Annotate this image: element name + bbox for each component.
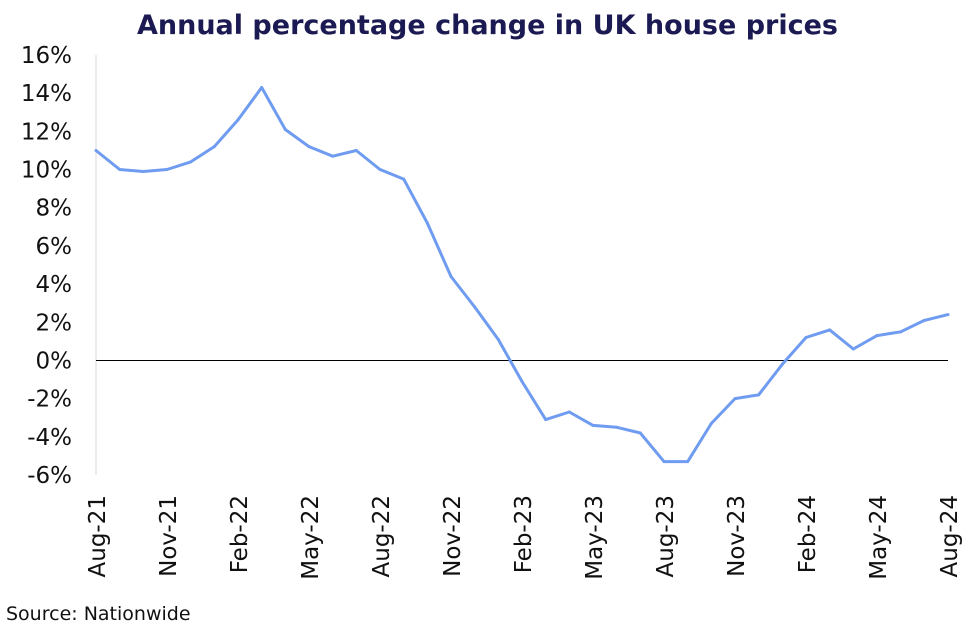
x-tick-label: Nov-23: [724, 495, 750, 577]
data-point: [757, 393, 761, 397]
y-tick-label: -4%: [27, 425, 72, 451]
y-tick-label: 12%: [21, 119, 72, 145]
y-tick-label: 4%: [36, 272, 73, 298]
x-tick-label: May-22: [298, 495, 324, 580]
data-point: [283, 127, 287, 131]
y-tick-label: -2%: [27, 387, 72, 413]
chart-title: Annual percentage change in UK house pri…: [137, 10, 838, 41]
y-tick-label: 8%: [36, 196, 73, 222]
data-point: [875, 334, 879, 338]
data-point: [496, 337, 500, 341]
x-tick-label: Feb-22: [227, 495, 253, 573]
data-point: [686, 460, 690, 464]
data-point: [780, 362, 784, 366]
x-tick-label: May-23: [582, 495, 608, 580]
data-point: [733, 397, 737, 401]
data-point: [473, 305, 477, 309]
data-point: [709, 421, 713, 425]
data-point: [307, 145, 311, 149]
data-point: [378, 168, 382, 172]
data-point: [141, 169, 145, 173]
x-axis: Aug-21 Nov-21 Feb-22 May-22 Aug-22 Nov-22 Feb-…: [85, 495, 963, 580]
data-point: [354, 148, 358, 152]
data-point: [615, 425, 619, 429]
x-tick-label: May-24: [866, 495, 892, 580]
data-point: [567, 410, 571, 414]
data-point: [260, 85, 264, 89]
x-tick-label: Aug-22: [369, 495, 395, 577]
data-point: [946, 313, 950, 317]
data-point: [94, 148, 98, 152]
data-point: [331, 154, 335, 158]
x-tick-label: Aug-21: [85, 495, 111, 577]
data-point: [544, 418, 548, 422]
y-tick-label: 6%: [36, 234, 73, 260]
x-tick-label: Nov-22: [440, 495, 466, 577]
data-point: [828, 328, 832, 332]
y-axis: 16% 14% 12% 10% 8% 6% 4% 2% 0% -2% -4% -6%: [21, 43, 97, 489]
data-point: [851, 347, 855, 351]
y-tick-label: 16%: [21, 43, 72, 69]
data-point: [118, 168, 122, 172]
series-line: [95, 86, 949, 464]
x-tick-label: Aug-23: [653, 495, 679, 577]
data-point: [520, 379, 524, 383]
data-point: [402, 177, 406, 181]
data-point: [165, 168, 169, 172]
data-point: [638, 431, 642, 435]
y-tick-label: 2%: [36, 310, 73, 336]
x-tick-label: Aug-24: [937, 495, 963, 577]
x-tick-label: Feb-24: [795, 495, 821, 573]
series-layer: [94, 85, 950, 464]
data-point: [591, 423, 595, 427]
y-tick-label: 14%: [21, 81, 72, 107]
data-point: [449, 274, 453, 278]
data-point: [804, 336, 808, 340]
data-point: [212, 145, 216, 149]
data-point: [899, 330, 903, 334]
x-tick-label: Feb-23: [511, 495, 537, 573]
y-tick-label: -6%: [27, 463, 72, 489]
y-tick-label: 10%: [21, 158, 72, 184]
y-tick-label: 0%: [36, 348, 73, 374]
data-point: [189, 160, 193, 164]
data-point: [425, 221, 429, 225]
source-note: Source: Nationwide: [6, 603, 191, 625]
data-point: [922, 318, 926, 322]
data-point: [662, 460, 666, 464]
data-point: [236, 118, 240, 122]
x-tick-label: Nov-21: [156, 495, 182, 577]
